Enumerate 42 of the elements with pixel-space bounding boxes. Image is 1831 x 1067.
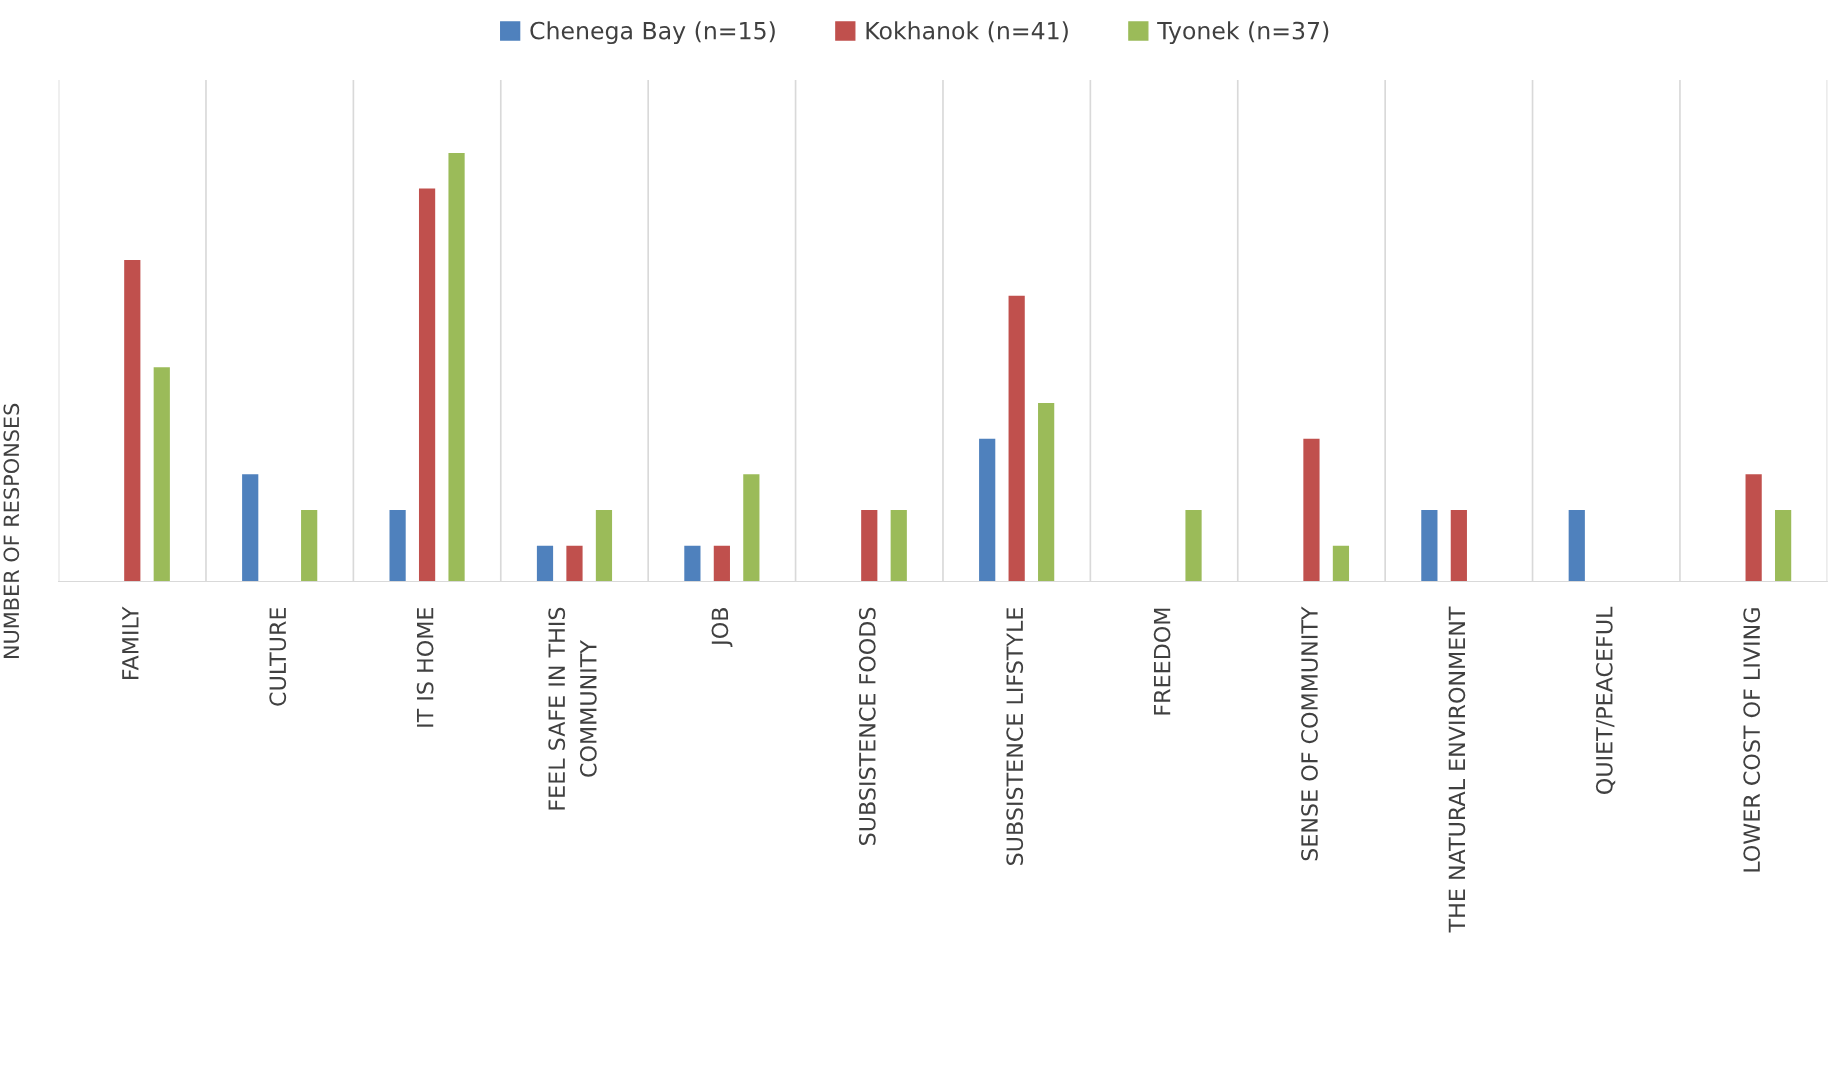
- bar: [418, 188, 436, 582]
- legend-label: Tyonek (n=37): [1157, 21, 1329, 45]
- bar: [979, 438, 996, 582]
- bar: [536, 545, 554, 582]
- bar: [1008, 295, 1025, 582]
- x-tick-label: QUIET/PEACEFUL: [1595, 606, 1616, 794]
- x-tick-label: SUBSISTENCE LIFSTYLE: [1006, 607, 1024, 865]
- bar: [1775, 510, 1792, 582]
- bar: [242, 474, 259, 582]
- x-tick-label: SENSE OF COMMUNITY: [1301, 606, 1318, 861]
- bar: [684, 545, 701, 582]
- y-axis-title: NUMBER OF RESPONSES: [3, 403, 20, 659]
- bar: [1185, 510, 1202, 582]
- x-tick-label: IT IS HOME: [416, 607, 434, 727]
- bar: [890, 510, 907, 582]
- bar: [595, 510, 613, 582]
- bar: [153, 367, 170, 582]
- bar: [713, 545, 730, 582]
- x-tick-label: FAMILY: [122, 606, 139, 680]
- bar: [566, 545, 583, 582]
- bar: [861, 510, 878, 582]
- bar: [1303, 438, 1320, 582]
- legend-label: Kokhanok (n=41): [866, 21, 1068, 43]
- x-tick-label: THE NATURAL ENVIRONMENT: [1448, 606, 1466, 933]
- bar: [743, 474, 760, 582]
- x-tick-label: LOWER COST OF LIVING: [1743, 608, 1761, 872]
- bar: [1421, 510, 1438, 582]
- bar: [389, 510, 406, 582]
- x-tick-label: CULTURE: [269, 607, 287, 706]
- bar: [448, 152, 465, 582]
- x-tick-label: FREEDOM: [1153, 608, 1171, 715]
- x-tick-label: SUBSISTENCE FOODS: [858, 607, 876, 845]
- bar: [1745, 474, 1762, 582]
- x-tick-label: FEEL SAFE IN THIS COMMUNITY: [548, 607, 597, 810]
- legend-label: Chenega Bay (n=15): [530, 21, 775, 45]
- bar: [1332, 545, 1350, 582]
- bar: [301, 510, 318, 582]
- bar: [124, 260, 141, 582]
- bar: [1568, 510, 1585, 582]
- bar: [1450, 510, 1467, 582]
- bar: [1038, 402, 1055, 582]
- x-tick-label: JOB: [711, 608, 733, 647]
